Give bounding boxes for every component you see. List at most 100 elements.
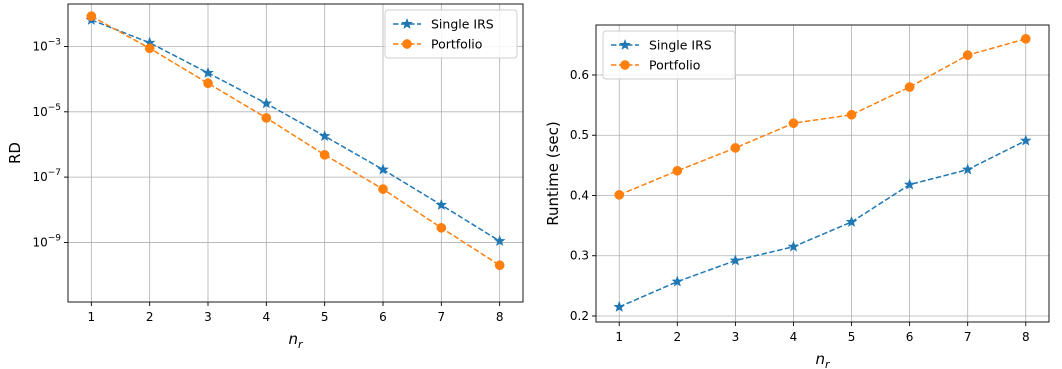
series-line [90,15,501,266]
y-tick-label: 10−7 [32,168,61,184]
data-point [846,109,857,120]
legend-label: Portfolio [431,37,482,52]
data-point [614,190,625,200]
x-axis-label: nr [288,330,304,351]
series-line [91,19,501,242]
legend-marker [620,60,630,70]
x-axis-ticks: 1 2 3 4 5 6 7 8 [615,322,1030,344]
x-tick-label: 6 [906,330,914,344]
data-point [787,240,800,252]
legend: Single IRS Portfolio [384,9,518,59]
data-point [319,150,330,160]
data-point [260,97,273,109]
y-tick-label: 0.4 [570,188,589,202]
x-tick-label: 5 [848,330,856,344]
legend-marker [619,38,631,50]
y-tick-exponent: −9 [48,233,62,243]
data-point [671,275,684,287]
data-point [903,178,916,190]
legend-label: Single IRS [431,17,494,32]
x-axis-ticks: 1 2 3 4 5 6 7 8 [88,302,504,324]
data-point [494,260,505,271]
x-axis-label-subscript: r [298,338,304,351]
data-point [904,82,915,92]
data-point [613,300,625,312]
legend-label: Single IRS [649,38,712,53]
series-line [618,139,1027,308]
data-point [377,163,389,175]
data-point [436,222,447,233]
series-portfolio [86,11,505,271]
data-point [261,113,272,123]
legend: Single IRS Portfolio [602,30,736,80]
grid [596,25,1049,322]
data-point [378,184,388,194]
data-point [1020,134,1032,146]
y-tick-base: 10 [32,170,47,184]
x-tick-label: 8 [496,310,504,324]
plot-frame [67,3,524,303]
series-single-irs [613,134,1032,312]
data-point [788,118,799,129]
x-axis-label-main: n [815,350,825,368]
y-tick-exponent: −7 [48,168,61,178]
data-point [202,66,214,78]
data-point [144,43,155,54]
series-portfolio [614,34,1031,200]
x-tick-label: 1 [88,310,96,324]
y-axis-ticks: 0.2 0.3 0.4 0.5 0.6 [570,68,596,323]
legend-item: Portfolio [611,58,700,73]
data-point [962,50,973,60]
data-point [1020,34,1031,44]
x-tick-label: 3 [204,310,212,324]
series-line [618,38,1026,196]
legend-marker [401,17,413,29]
x-tick-label: 7 [964,330,972,344]
data-point [672,165,683,176]
y-axis-label: RD [6,142,24,164]
y-tick-base: 10 [32,39,47,53]
y-tick-label: 10−3 [32,37,61,53]
y-axis-label: Runtime (sec) [544,121,562,225]
data-point [730,143,741,153]
y-tick-label: 0.2 [570,309,589,323]
x-tick-label: 2 [673,330,681,344]
data-point [435,198,448,210]
legend-box [602,30,736,80]
x-axis-label: nr [815,350,831,369]
x-tick-label: 4 [790,330,798,344]
data-point [493,235,506,246]
plot-frame [595,24,1050,323]
legend-item: Portfolio [393,37,482,52]
y-tick-exponent: −5 [48,103,61,113]
x-tick-label: 4 [263,310,271,324]
data-point [845,215,858,227]
x-tick-label: 6 [379,310,387,324]
y-tick-label: 0.5 [570,128,589,142]
data-point [86,11,97,21]
x-tick-label: 1 [615,330,623,344]
y-tick-label: 10−9 [32,233,61,249]
data-point [729,254,742,266]
legend-label: Portfolio [649,58,700,73]
y-tick-label: 0.6 [570,68,589,82]
y-tick-label: 10−5 [32,103,61,119]
x-axis-label-main: n [288,330,298,348]
y-tick-base: 10 [32,235,47,249]
data-point [961,163,974,175]
legend-item: Single IRS [611,38,712,53]
x-tick-label: 7 [438,310,446,324]
y-tick-label: 0.3 [570,249,589,263]
data-point [203,78,213,89]
x-tick-label: 2 [146,310,154,324]
legend-box [384,9,518,59]
y-tick-exponent: −3 [48,37,61,47]
x-axis-label-subscript: r [825,358,831,369]
x-tick-label: 5 [321,310,329,324]
legend-item: Single IRS [393,17,494,32]
y-axis-ticks: 10−310−510−710−9 [32,37,68,249]
x-tick-label: 3 [732,330,740,344]
data-point [318,130,331,142]
